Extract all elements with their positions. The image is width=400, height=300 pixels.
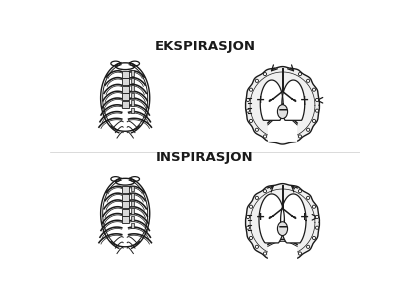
Text: +: + <box>256 95 265 105</box>
Bar <box>131 100 134 106</box>
Text: EKSPIRASJON: EKSPIRASJON <box>154 40 256 53</box>
Bar <box>131 216 134 221</box>
Ellipse shape <box>278 222 288 236</box>
Circle shape <box>255 196 258 200</box>
Bar <box>122 101 128 107</box>
Circle shape <box>316 98 319 101</box>
Bar <box>122 201 128 208</box>
Polygon shape <box>282 80 305 120</box>
Circle shape <box>306 128 310 131</box>
Circle shape <box>306 196 310 200</box>
Circle shape <box>246 98 250 101</box>
Text: −: − <box>277 104 288 117</box>
Circle shape <box>246 226 250 229</box>
Circle shape <box>264 252 267 255</box>
Circle shape <box>250 205 252 208</box>
Circle shape <box>255 245 258 248</box>
Circle shape <box>255 79 258 82</box>
Circle shape <box>264 135 267 138</box>
Text: +: + <box>300 212 309 222</box>
Bar <box>131 93 134 98</box>
Circle shape <box>246 109 250 112</box>
Ellipse shape <box>101 62 150 134</box>
Circle shape <box>264 190 267 193</box>
Bar <box>131 193 134 199</box>
Circle shape <box>312 205 316 208</box>
Text: +: + <box>300 95 309 105</box>
Bar <box>122 78 128 85</box>
Circle shape <box>250 119 252 122</box>
Bar <box>131 223 134 229</box>
Bar <box>122 71 128 78</box>
Circle shape <box>250 236 252 239</box>
Circle shape <box>306 245 310 248</box>
Circle shape <box>298 190 302 193</box>
Circle shape <box>250 88 252 91</box>
Ellipse shape <box>278 105 288 118</box>
Circle shape <box>312 236 316 239</box>
Polygon shape <box>280 194 306 243</box>
Bar <box>122 93 128 100</box>
Bar <box>131 186 134 191</box>
Bar <box>131 78 134 83</box>
Circle shape <box>255 128 258 131</box>
Bar <box>131 201 134 206</box>
Bar <box>122 86 128 93</box>
Bar <box>122 187 128 193</box>
Circle shape <box>298 135 302 138</box>
Circle shape <box>306 79 310 82</box>
Circle shape <box>246 215 250 219</box>
Circle shape <box>264 73 267 76</box>
Circle shape <box>316 215 319 219</box>
Polygon shape <box>260 80 283 120</box>
Polygon shape <box>246 184 320 261</box>
Text: INSPIRASJON: INSPIRASJON <box>156 152 254 164</box>
Bar <box>122 194 128 201</box>
Bar <box>122 216 128 223</box>
Circle shape <box>312 119 316 122</box>
Bar <box>122 209 128 216</box>
Ellipse shape <box>101 178 150 249</box>
Text: −: − <box>277 221 288 234</box>
Circle shape <box>312 88 316 91</box>
Bar <box>131 85 134 91</box>
Bar <box>131 107 134 113</box>
Bar <box>131 70 134 76</box>
Bar <box>131 208 134 214</box>
Circle shape <box>316 109 319 112</box>
Polygon shape <box>259 194 284 243</box>
Circle shape <box>316 226 319 229</box>
Text: +: + <box>256 212 265 222</box>
Circle shape <box>298 252 302 255</box>
Polygon shape <box>246 67 320 144</box>
Circle shape <box>298 73 302 76</box>
